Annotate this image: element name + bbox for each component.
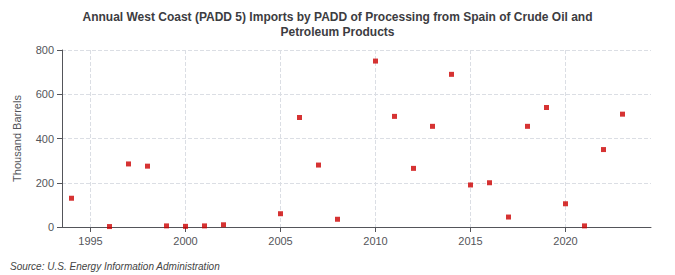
svg-text:1995: 1995 bbox=[78, 235, 102, 247]
svg-text:200: 200 bbox=[36, 177, 54, 189]
svg-text:600: 600 bbox=[36, 88, 54, 100]
svg-text:2020: 2020 bbox=[553, 235, 577, 247]
svg-text:2000: 2000 bbox=[173, 235, 197, 247]
svg-text:800: 800 bbox=[36, 44, 54, 56]
svg-text:Source: U.S. Energy Informatio: Source: U.S. Energy Information Administ… bbox=[10, 261, 220, 272]
svg-text:Annual West Coast (PADD 5) Imp: Annual West Coast (PADD 5) Imports by PA… bbox=[82, 10, 592, 24]
svg-text:400: 400 bbox=[36, 133, 54, 145]
svg-text:2005: 2005 bbox=[268, 235, 292, 247]
svg-text:2015: 2015 bbox=[458, 235, 482, 247]
svg-text:2010: 2010 bbox=[363, 235, 387, 247]
svg-text:Thousand Barrels: Thousand Barrels bbox=[11, 95, 23, 182]
svg-text:0: 0 bbox=[48, 221, 54, 233]
svg-text:Petroleum Products: Petroleum Products bbox=[280, 25, 394, 39]
